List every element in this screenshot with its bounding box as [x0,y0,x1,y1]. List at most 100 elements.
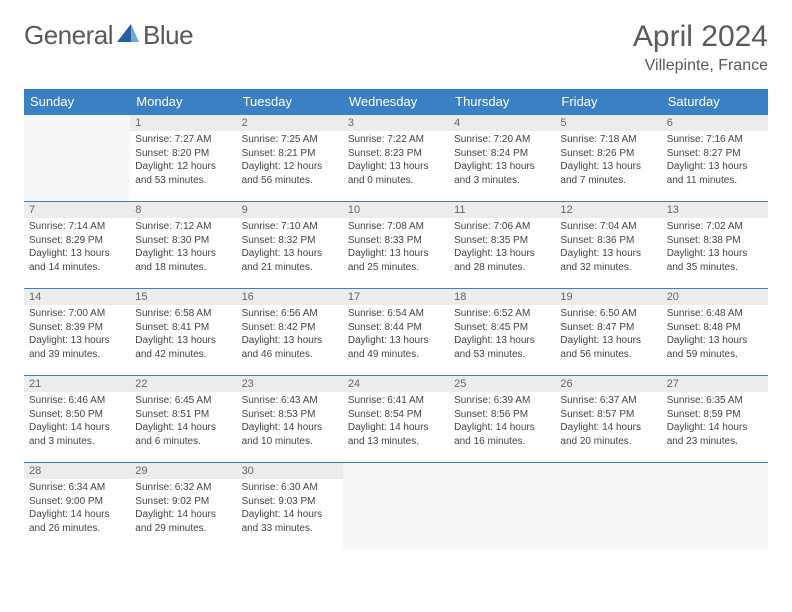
day-number: 26 [555,376,661,392]
sunrise: Sunrise: 7:12 AM [135,220,231,234]
calendar-day: 10Sunrise: 7:08 AMSunset: 8:33 PMDayligh… [343,202,449,289]
sunrise: Sunrise: 7:04 AM [560,220,656,234]
daylight: Daylight: 13 hours and 25 minutes. [348,247,444,274]
daylight: Daylight: 13 hours and 21 minutes. [242,247,338,274]
calendar-day: 4Sunrise: 7:20 AMSunset: 8:24 PMDaylight… [449,115,555,202]
sunset: Sunset: 8:47 PM [560,321,656,335]
calendar-day: 6Sunrise: 7:16 AMSunset: 8:27 PMDaylight… [662,115,768,202]
day-content: Sunrise: 6:58 AMSunset: 8:41 PMDaylight:… [130,305,236,365]
day-number: 12 [555,202,661,218]
sunset: Sunset: 8:53 PM [242,408,338,422]
day-number: 14 [24,289,130,305]
day-number: 20 [662,289,768,305]
sunrise: Sunrise: 6:34 AM [29,481,125,495]
calendar-day: 2Sunrise: 7:25 AMSunset: 8:21 PMDaylight… [237,115,343,202]
day-content: Sunrise: 7:16 AMSunset: 8:27 PMDaylight:… [662,131,768,191]
calendar-day: 24Sunrise: 6:41 AMSunset: 8:54 PMDayligh… [343,376,449,463]
sunset: Sunset: 8:32 PM [242,234,338,248]
sunrise: Sunrise: 6:54 AM [348,307,444,321]
sunset: Sunset: 8:36 PM [560,234,656,248]
day-content: Sunrise: 6:54 AMSunset: 8:44 PMDaylight:… [343,305,449,365]
calendar-week: 21Sunrise: 6:46 AMSunset: 8:50 PMDayligh… [24,376,768,463]
day-number: 11 [449,202,555,218]
day-number: 27 [662,376,768,392]
daylight: Daylight: 14 hours and 29 minutes. [135,508,231,535]
calendar-day: 23Sunrise: 6:43 AMSunset: 8:53 PMDayligh… [237,376,343,463]
day-number: 2 [237,115,343,131]
day-number: 8 [130,202,236,218]
daylight: Daylight: 14 hours and 6 minutes. [135,421,231,448]
sunset: Sunset: 8:41 PM [135,321,231,335]
sunrise: Sunrise: 6:41 AM [348,394,444,408]
daylight: Daylight: 13 hours and 18 minutes. [135,247,231,274]
day-content: Sunrise: 7:06 AMSunset: 8:35 PMDaylight:… [449,218,555,278]
day-content: Sunrise: 6:48 AMSunset: 8:48 PMDaylight:… [662,305,768,365]
daylight: Daylight: 14 hours and 23 minutes. [667,421,763,448]
day-number: 13 [662,202,768,218]
calendar-day: 28Sunrise: 6:34 AMSunset: 9:00 PMDayligh… [24,463,130,550]
day-content: Sunrise: 6:37 AMSunset: 8:57 PMDaylight:… [555,392,661,452]
sunrise: Sunrise: 7:18 AM [560,133,656,147]
daylight: Daylight: 13 hours and 46 minutes. [242,334,338,361]
day-number: 1 [130,115,236,131]
sunset: Sunset: 8:24 PM [454,147,550,161]
day-number: 30 [237,463,343,479]
day-number: 22 [130,376,236,392]
calendar-table: Sunday Monday Tuesday Wednesday Thursday… [24,89,768,549]
daylight: Daylight: 13 hours and 53 minutes. [454,334,550,361]
sunrise: Sunrise: 7:06 AM [454,220,550,234]
sunset: Sunset: 8:26 PM [560,147,656,161]
daylight: Daylight: 12 hours and 53 minutes. [135,160,231,187]
day-number: 9 [237,202,343,218]
day-number: 28 [24,463,130,479]
calendar-week: 28Sunrise: 6:34 AMSunset: 9:00 PMDayligh… [24,463,768,550]
calendar-day [662,463,768,550]
sunset: Sunset: 8:20 PM [135,147,231,161]
calendar-day: 17Sunrise: 6:54 AMSunset: 8:44 PMDayligh… [343,289,449,376]
daylight: Daylight: 13 hours and 0 minutes. [348,160,444,187]
daylight: Daylight: 13 hours and 42 minutes. [135,334,231,361]
day-content: Sunrise: 7:10 AMSunset: 8:32 PMDaylight:… [237,218,343,278]
title-block: April 2024 Villepinte, France [633,20,768,75]
day-content: Sunrise: 7:25 AMSunset: 8:21 PMDaylight:… [237,131,343,191]
sunset: Sunset: 8:30 PM [135,234,231,248]
sunrise: Sunrise: 7:08 AM [348,220,444,234]
calendar-day: 19Sunrise: 6:50 AMSunset: 8:47 PMDayligh… [555,289,661,376]
calendar-day [343,463,449,550]
day-content: Sunrise: 7:14 AMSunset: 8:29 PMDaylight:… [24,218,130,278]
day-number: 16 [237,289,343,305]
day-content: Sunrise: 7:08 AMSunset: 8:33 PMDaylight:… [343,218,449,278]
calendar-day: 5Sunrise: 7:18 AMSunset: 8:26 PMDaylight… [555,115,661,202]
calendar-day [449,463,555,550]
calendar-day: 3Sunrise: 7:22 AMSunset: 8:23 PMDaylight… [343,115,449,202]
sunset: Sunset: 8:59 PM [667,408,763,422]
sunset: Sunset: 8:42 PM [242,321,338,335]
day-number: 7 [24,202,130,218]
col-monday: Monday [130,89,236,115]
sunset: Sunset: 8:48 PM [667,321,763,335]
sunrise: Sunrise: 6:39 AM [454,394,550,408]
daylight: Daylight: 14 hours and 13 minutes. [348,421,444,448]
day-content: Sunrise: 6:35 AMSunset: 8:59 PMDaylight:… [662,392,768,452]
sunrise: Sunrise: 7:10 AM [242,220,338,234]
sunrise: Sunrise: 6:50 AM [560,307,656,321]
calendar-day: 20Sunrise: 6:48 AMSunset: 8:48 PMDayligh… [662,289,768,376]
daylight: Daylight: 12 hours and 56 minutes. [242,160,338,187]
daylight: Daylight: 13 hours and 7 minutes. [560,160,656,187]
daylight: Daylight: 13 hours and 59 minutes. [667,334,763,361]
day-number: 3 [343,115,449,131]
calendar-day [24,115,130,202]
day-content: Sunrise: 7:12 AMSunset: 8:30 PMDaylight:… [130,218,236,278]
day-content: Sunrise: 7:04 AMSunset: 8:36 PMDaylight:… [555,218,661,278]
calendar-day: 21Sunrise: 6:46 AMSunset: 8:50 PMDayligh… [24,376,130,463]
day-content: Sunrise: 7:22 AMSunset: 8:23 PMDaylight:… [343,131,449,191]
daylight: Daylight: 14 hours and 3 minutes. [29,421,125,448]
col-thursday: Thursday [449,89,555,115]
sunrise: Sunrise: 7:16 AM [667,133,763,147]
daylight: Daylight: 14 hours and 33 minutes. [242,508,338,535]
calendar-day: 14Sunrise: 7:00 AMSunset: 8:39 PMDayligh… [24,289,130,376]
day-content: Sunrise: 6:39 AMSunset: 8:56 PMDaylight:… [449,392,555,452]
sunset: Sunset: 8:44 PM [348,321,444,335]
sunset: Sunset: 8:38 PM [667,234,763,248]
day-content: Sunrise: 6:52 AMSunset: 8:45 PMDaylight:… [449,305,555,365]
